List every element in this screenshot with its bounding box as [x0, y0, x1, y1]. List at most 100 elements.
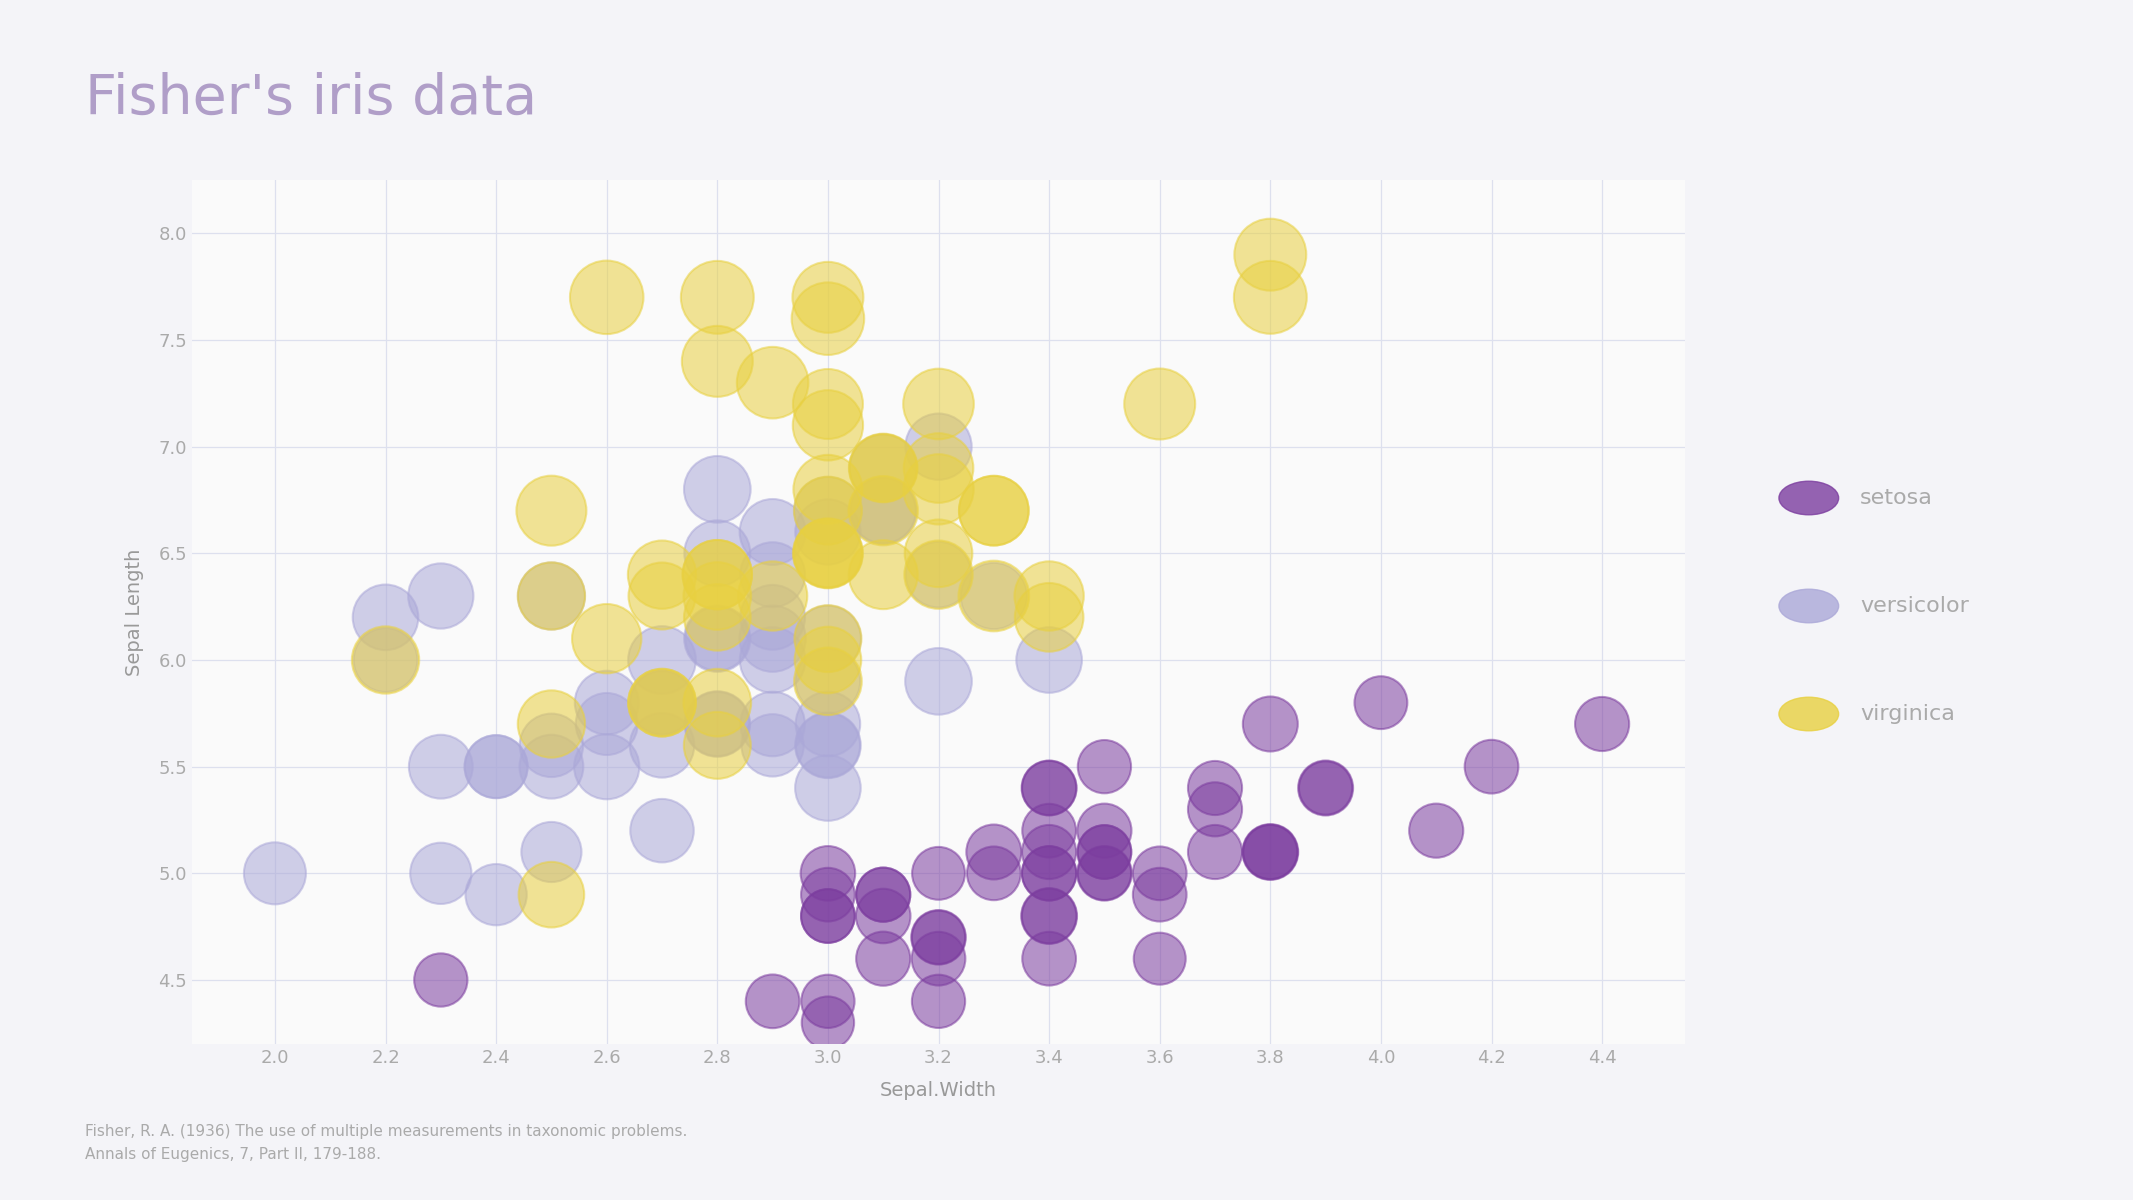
Point — [755, 522, 789, 541]
Point — [1254, 288, 1288, 307]
Point — [921, 395, 956, 414]
Point — [1254, 842, 1288, 862]
Point — [1032, 587, 1066, 606]
Point — [700, 714, 734, 733]
Point — [811, 672, 845, 691]
Point — [977, 502, 1011, 521]
Point — [700, 694, 734, 713]
Point — [755, 736, 789, 755]
Point — [424, 757, 459, 776]
Point — [977, 502, 1011, 521]
Point — [921, 544, 956, 563]
Point — [644, 736, 678, 755]
Point — [866, 458, 900, 478]
Point — [1199, 779, 1233, 798]
Point — [921, 949, 956, 968]
Point — [866, 458, 900, 478]
Point — [1088, 842, 1122, 862]
Point — [424, 864, 459, 883]
Point — [700, 288, 734, 307]
Point — [535, 886, 570, 905]
Point — [811, 288, 845, 307]
Point — [1088, 821, 1122, 840]
Point — [866, 886, 900, 905]
Point — [644, 694, 678, 713]
Point — [589, 288, 623, 307]
Point — [1032, 821, 1066, 840]
Point — [1032, 864, 1066, 883]
Point — [921, 928, 956, 947]
Point — [755, 714, 789, 733]
Point — [811, 310, 845, 329]
Point — [866, 886, 900, 905]
Point — [755, 565, 789, 584]
Point — [866, 949, 900, 968]
Point — [811, 480, 845, 499]
Point — [811, 736, 845, 755]
Point — [589, 694, 623, 713]
Point — [921, 928, 956, 947]
Point — [811, 395, 845, 414]
Point — [811, 864, 845, 883]
Point — [589, 757, 623, 776]
Point — [644, 587, 678, 606]
Point — [1088, 864, 1122, 883]
Point — [755, 587, 789, 606]
Point — [811, 886, 845, 905]
Point — [811, 991, 845, 1010]
Point — [1088, 842, 1122, 862]
Point — [921, 480, 956, 499]
Point — [424, 587, 459, 606]
Point — [700, 629, 734, 648]
Point — [811, 544, 845, 563]
Point — [977, 842, 1011, 862]
Point — [1032, 650, 1066, 670]
Point — [921, 864, 956, 883]
Point — [535, 736, 570, 755]
Point — [1199, 799, 1233, 818]
Point — [644, 565, 678, 584]
Point — [700, 587, 734, 606]
Point — [811, 544, 845, 563]
Point — [480, 757, 514, 776]
Point — [1418, 821, 1453, 840]
Point — [535, 502, 570, 521]
Point — [1254, 842, 1288, 862]
Point — [700, 352, 734, 371]
Point — [1032, 779, 1066, 798]
Point — [1032, 607, 1066, 626]
Point — [700, 480, 734, 499]
Point — [811, 544, 845, 563]
Point — [921, 565, 956, 584]
Point — [977, 587, 1011, 606]
Point — [535, 714, 570, 733]
Point — [1143, 864, 1177, 883]
Point — [811, 779, 845, 798]
Point — [644, 694, 678, 713]
Point — [811, 629, 845, 648]
Point — [700, 544, 734, 563]
Point — [977, 864, 1011, 883]
Text: setosa: setosa — [1860, 488, 1932, 508]
Point — [866, 502, 900, 521]
Text: versicolor: versicolor — [1860, 596, 1969, 616]
Point — [1088, 864, 1122, 883]
Point — [424, 971, 459, 990]
Point — [1308, 779, 1342, 798]
Point — [1088, 757, 1122, 776]
Point — [1032, 906, 1066, 925]
Point — [921, 565, 956, 584]
Point — [1585, 714, 1619, 733]
Point — [535, 587, 570, 606]
Text: Fisher's iris data: Fisher's iris data — [85, 72, 538, 126]
Point — [755, 629, 789, 648]
Point — [866, 565, 900, 584]
Point — [866, 458, 900, 478]
Y-axis label: Sepal Length: Sepal Length — [126, 548, 145, 676]
Point — [1032, 864, 1066, 883]
Point — [755, 607, 789, 626]
Point — [866, 502, 900, 521]
Point — [535, 757, 570, 776]
Point — [755, 373, 789, 392]
Point — [1363, 694, 1397, 713]
